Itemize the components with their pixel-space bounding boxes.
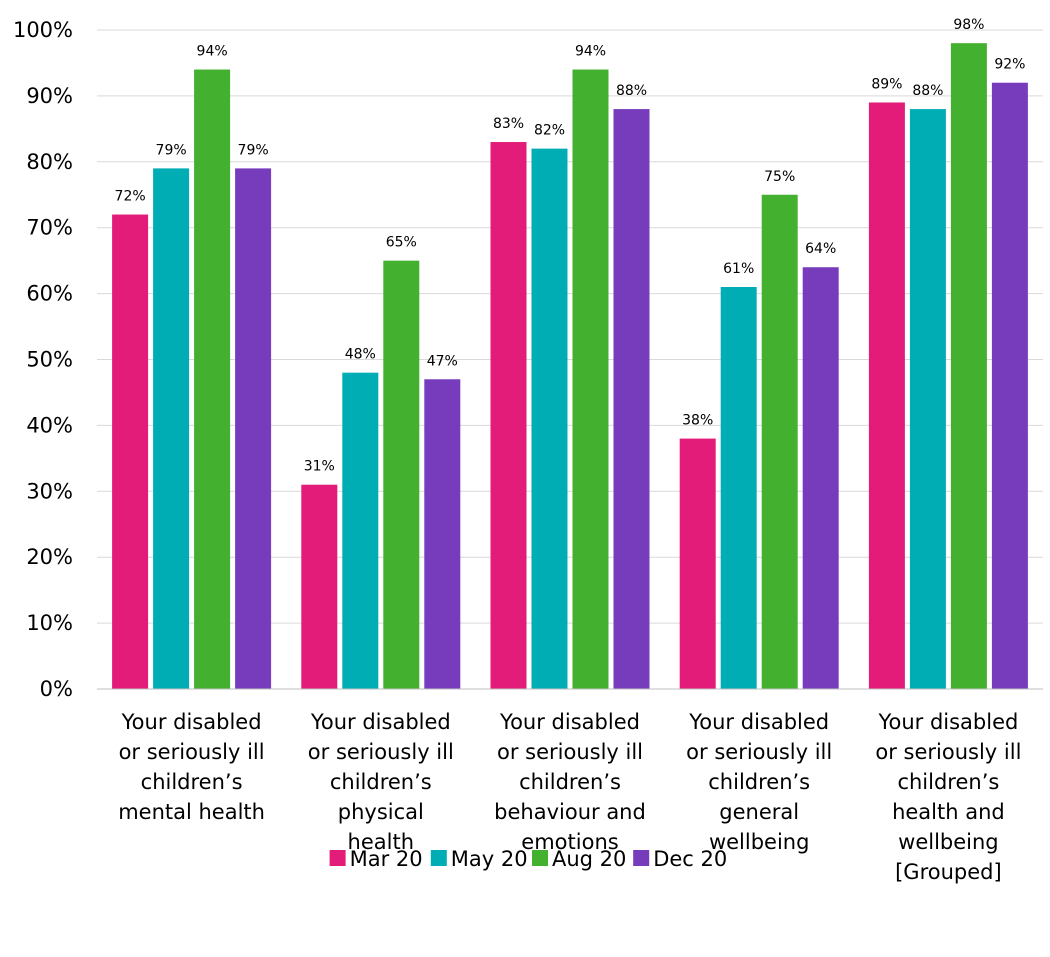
- category-label-line: physical: [338, 800, 424, 824]
- data-labels: 72% 31% 83% 38% 89% 79% 48% 82% 61% 88% 94% 65% 94% 7…: [115, 17, 1026, 475]
- data-label: 83%: [493, 116, 524, 132]
- bar: [909, 109, 946, 689]
- category-label-line: health: [348, 830, 414, 854]
- data-label: 61%: [723, 261, 754, 277]
- category-label-line: or seriously ill: [686, 740, 832, 764]
- category-label-line: [Grouped]: [895, 860, 1002, 884]
- data-label: 98%: [953, 17, 984, 33]
- legend-swatch: [329, 850, 346, 866]
- bar: [194, 69, 231, 690]
- bar: [720, 287, 757, 689]
- category-label-line: health and: [892, 800, 1005, 824]
- bar: [761, 194, 798, 689]
- data-label: 94%: [197, 44, 228, 60]
- data-label: 72%: [115, 189, 146, 205]
- legend-label: Dec 20: [653, 847, 727, 871]
- data-label: 79%: [156, 142, 187, 158]
- bar: [235, 168, 272, 689]
- bar: [991, 82, 1028, 690]
- y-tick-label: 60%: [26, 282, 73, 306]
- y-axis-ticks: 0% 10% 20% 30% 40% 50% 60% 70% 80% 90% 100%: [13, 18, 73, 701]
- category-label-line: or seriously ill: [497, 740, 643, 764]
- data-label: 31%: [304, 459, 335, 475]
- bar: [301, 484, 338, 689]
- bar: [613, 109, 650, 689]
- category-label-line: or seriously ill: [308, 740, 454, 764]
- category-label-line: behaviour and: [494, 800, 646, 824]
- bar: [950, 43, 987, 690]
- category-label: Your disabled or seriously ill children’s g…: [686, 710, 832, 854]
- legend: Mar 20 May 20 Aug 20 Dec 20: [329, 847, 727, 871]
- y-tick-label: 50%: [26, 348, 73, 372]
- category-label-line: children’s: [519, 770, 621, 794]
- category-label-line: children’s: [897, 770, 999, 794]
- bar: [679, 438, 716, 689]
- bar: [802, 267, 839, 689]
- bar: [424, 379, 461, 689]
- category-label: Your disabled or seriously ill children’s p…: [308, 710, 454, 854]
- y-tick-label: 80%: [26, 150, 73, 174]
- bar: [868, 102, 905, 690]
- bar: [383, 260, 420, 689]
- legend-label: Aug 20: [552, 847, 626, 871]
- data-label: 88%: [912, 83, 943, 99]
- category-label-line: wellbeing: [898, 830, 999, 854]
- legend-label: May 20: [451, 847, 528, 871]
- data-label: 75%: [764, 169, 795, 185]
- bar: [153, 168, 190, 689]
- y-tick-label: 10%: [26, 611, 73, 635]
- data-label: 89%: [871, 76, 902, 92]
- category-label: Your disabled or seriously ill children’s m…: [118, 710, 265, 824]
- legend-swatch: [633, 850, 650, 866]
- category-label-line: or seriously ill: [119, 740, 265, 764]
- bars: [112, 43, 1028, 690]
- data-label: 47%: [427, 353, 458, 369]
- y-tick-label: 70%: [26, 216, 73, 240]
- category-label-line: general: [719, 800, 799, 824]
- data-label: 82%: [534, 123, 565, 139]
- category-label-line: children’s: [708, 770, 810, 794]
- bar: [572, 69, 609, 690]
- category-label: Your disabled or seriously ill children’s h…: [875, 710, 1021, 884]
- category-label-line: Your disabled: [499, 710, 640, 734]
- data-label: 38%: [682, 413, 713, 429]
- category-label-line: Your disabled: [121, 710, 262, 734]
- category-labels: Your disabled or seriously ill children’s m…: [118, 710, 1021, 884]
- data-label: 88%: [616, 83, 647, 99]
- category-label-line: children’s: [141, 770, 243, 794]
- y-tick-label: 100%: [13, 18, 73, 42]
- bar: [531, 148, 568, 689]
- bar: [112, 214, 149, 689]
- data-label: 94%: [575, 44, 606, 60]
- legend-label: Mar 20: [350, 847, 423, 871]
- category-label: Your disabled or seriously ill children’s b…: [494, 710, 646, 854]
- y-tick-label: 30%: [26, 479, 73, 503]
- data-label: 79%: [238, 142, 269, 158]
- y-tick-label: 90%: [26, 84, 73, 108]
- legend-swatch: [532, 850, 548, 866]
- y-tick-label: 0%: [40, 677, 73, 701]
- category-label-line: or seriously ill: [875, 740, 1021, 764]
- data-label: 48%: [345, 347, 376, 363]
- bar: [490, 142, 527, 689]
- category-label-line: wellbeing: [709, 830, 810, 854]
- y-tick-label: 40%: [26, 413, 73, 437]
- data-label: 92%: [994, 57, 1025, 73]
- data-label: 65%: [386, 235, 417, 251]
- legend-swatch: [430, 850, 447, 866]
- category-label-line: Your disabled: [877, 710, 1018, 734]
- bar: [342, 372, 379, 689]
- category-label-line: Your disabled: [310, 710, 451, 734]
- category-label-line: Your disabled: [688, 710, 829, 734]
- category-label-line: children’s: [330, 770, 432, 794]
- category-label-line: mental health: [118, 800, 265, 824]
- y-tick-label: 20%: [26, 545, 73, 569]
- data-label: 64%: [805, 241, 836, 257]
